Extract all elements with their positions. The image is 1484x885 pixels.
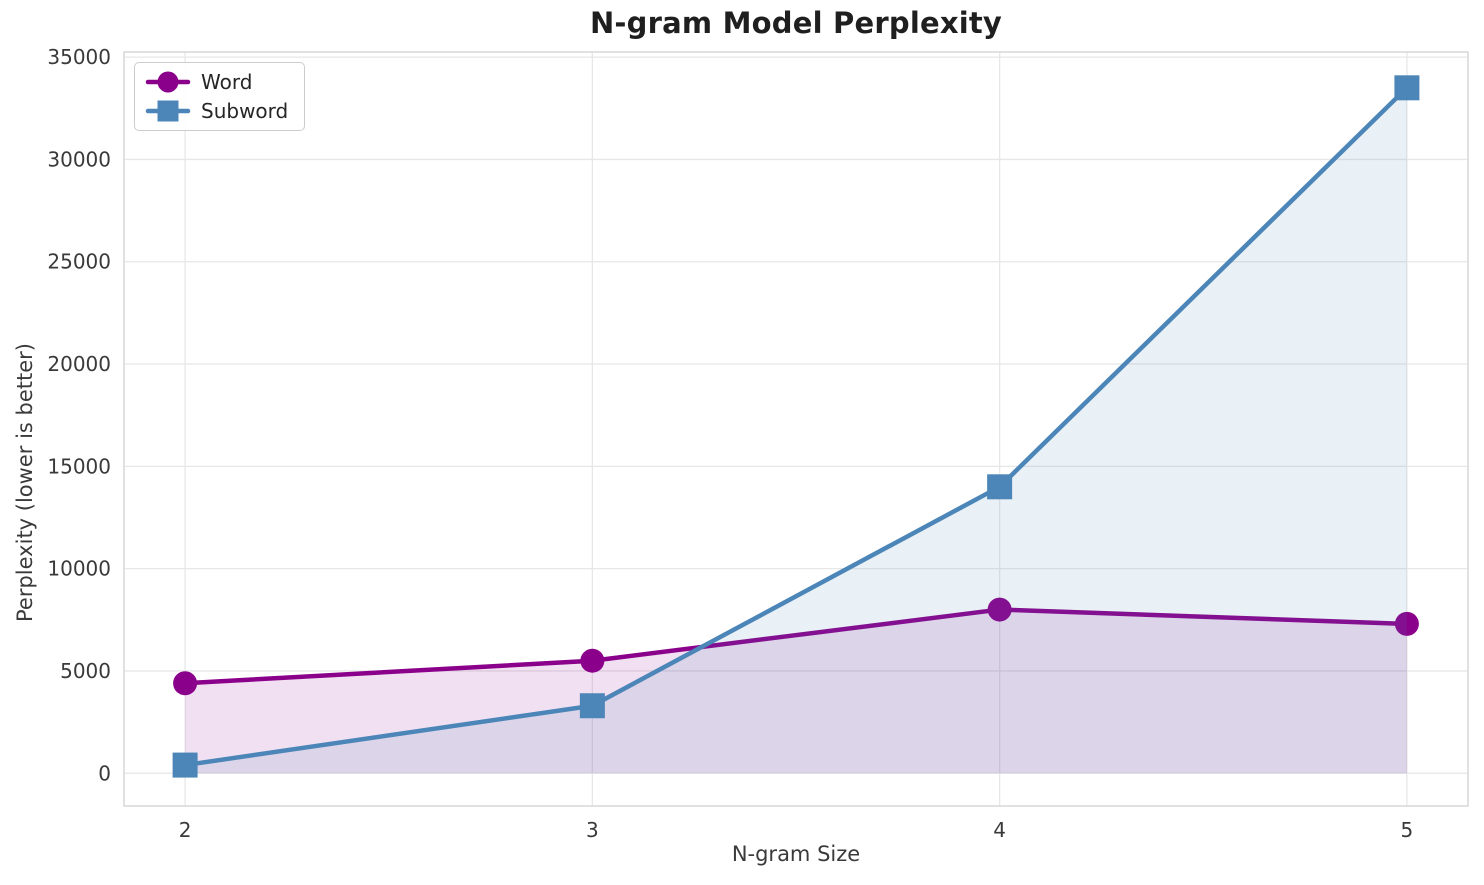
data-point-word <box>173 671 198 696</box>
data-point-subword <box>987 474 1013 500</box>
tick-labels: 0 5000 10000 15000 20000 25000 30000 35000 2 3 4 5 <box>47 45 1413 842</box>
y-tick-label: 25000 <box>47 250 111 274</box>
y-tick-label: 30000 <box>47 147 111 171</box>
y-tick-label: 10000 <box>47 557 111 581</box>
y-tick-label: 0 <box>98 761 111 785</box>
word-line-circle-marker-icon <box>145 71 191 93</box>
data-point-subword <box>579 693 605 719</box>
data-point-subword <box>172 752 198 778</box>
line-subword <box>182 85 1410 768</box>
y-axis-label: Perplexity (lower is better) <box>13 343 37 622</box>
gridlines <box>124 52 1468 806</box>
x-tick-label: 5 <box>1401 818 1414 842</box>
y-tick-label: 5000 <box>60 659 111 683</box>
area-fill-subword <box>185 87 1407 774</box>
series-subword <box>172 75 1420 778</box>
x-tick-label: 3 <box>586 818 599 842</box>
subword-line-square-marker-icon <box>145 100 191 122</box>
legend-item-subword: Subword <box>145 98 288 124</box>
chart-title: N-gram Model Perplexity <box>589 6 1003 40</box>
data-point-word <box>1394 611 1419 636</box>
line-word <box>182 607 1410 686</box>
y-tick-label: 20000 <box>47 352 111 376</box>
data-point-word <box>580 648 605 673</box>
series-word <box>173 597 1419 774</box>
axes-spines <box>123 51 1469 807</box>
legend-label-subword: Subword <box>201 99 289 123</box>
data-point-subword <box>1394 75 1420 101</box>
data-point-word <box>987 597 1012 622</box>
x-axis-label: N-gram Size <box>731 842 861 866</box>
legend-item-word: Word <box>145 69 288 95</box>
area-fill-word <box>185 609 1407 774</box>
legend-label-word: Word <box>201 70 253 94</box>
y-tick-label: 15000 <box>47 454 111 478</box>
x-tick-label: 4 <box>993 818 1006 842</box>
y-tick-label: 35000 <box>47 45 111 69</box>
legend: Word Subword <box>134 62 306 131</box>
x-tick-label: 2 <box>179 818 192 842</box>
